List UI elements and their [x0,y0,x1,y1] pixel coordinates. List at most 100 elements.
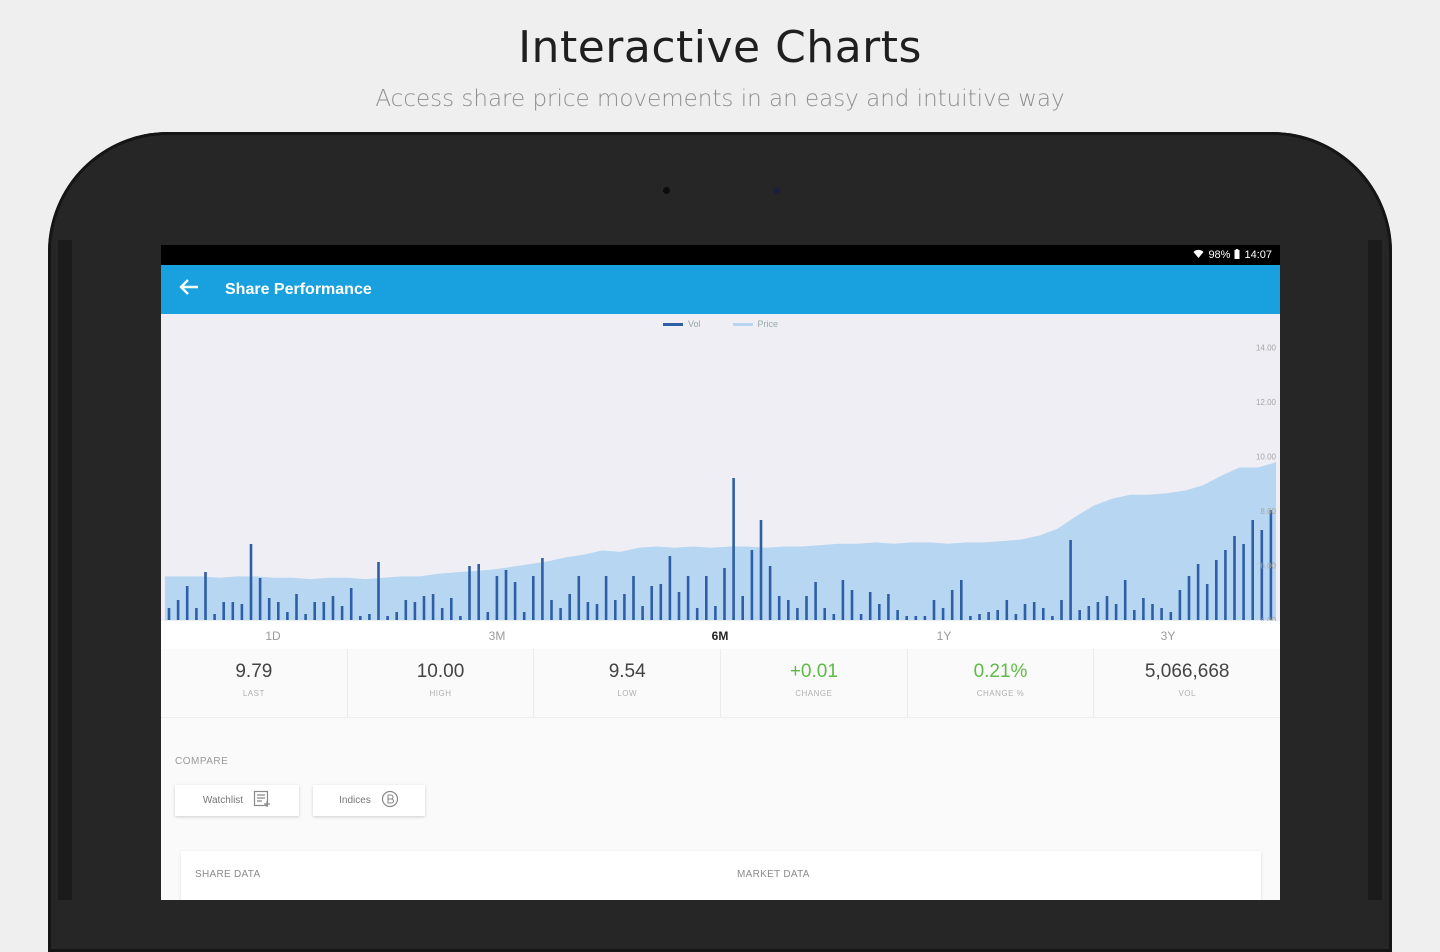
y-tick-label: 4.00 [1260,616,1276,625]
data-card: SHARE DATA MARKET DATA [181,851,1261,900]
stat-low-value: 9.54 [608,661,646,682]
volume-bar [267,598,271,620]
volume-bar [960,580,963,620]
volume-bar [595,604,599,620]
volume-bar [1242,544,1245,620]
volume-bar [1078,610,1081,620]
share-chart[interactable]: 14.00 12.00 10.00 8.00 6.00 4.00 Vol Price 1D… [161,314,1280,649]
volume-bar [222,602,225,620]
volume-bar [195,608,198,620]
volume-bar [532,576,535,620]
volume-bar [787,600,790,620]
battery-icon [1234,248,1240,262]
y-tick-label: 6.00 [1260,562,1276,571]
volume-bar [677,592,681,620]
app-bar: Share Performance [161,265,1280,314]
volume-bar [950,590,954,620]
volume-bar [504,570,508,620]
volume-bar [768,566,772,620]
volume-bar [941,608,945,620]
stat-change-percent: 0.21% CHANGE % [908,649,1095,717]
volume-bar [513,582,517,620]
volume-bar [377,562,380,620]
volume-bar [313,602,316,620]
stat-high-value: 10.00 [416,661,465,682]
arrow-back-icon [179,279,199,300]
range-3y[interactable]: 3Y [1160,629,1176,643]
volume-bar [923,616,927,620]
volume-bar [1178,590,1182,620]
volume-bar [695,608,699,620]
volume-bar [568,594,571,620]
stat-volume-value: 5,066,668 [1144,661,1230,682]
volume-bar [1133,610,1136,620]
watchlist-button[interactable]: Watchlist [175,785,299,816]
range-3m[interactable]: 3M [488,629,506,643]
battery-percent: 98% [1208,249,1231,261]
volume-bar [1196,564,1200,620]
y-tick-label: 14.00 [1256,344,1277,353]
front-camera [773,187,780,194]
front-sensor [663,187,670,194]
volume-bar [841,580,845,620]
volume-bar [650,586,653,620]
volume-bar [204,572,207,620]
stat-change-percent-label: CHANGE % [976,689,1025,698]
range-selector: 1D 3M 6M 1Y 3Y [161,621,1280,649]
volume-bar [1205,584,1209,620]
volume-bar [1060,600,1063,620]
volume-bar [969,616,972,620]
volume-bar [1042,608,1045,620]
volume-bar [1087,606,1091,620]
volume-bar [878,604,881,620]
price-area [165,462,1276,620]
volume-bar [240,604,244,620]
volume-bar [258,578,262,620]
stats-row: 9.79 LAST 10.00 HIGH 9.54 LOW +0.01 CHAN… [161,649,1280,718]
volume-bar [777,596,781,620]
volume-bar [905,616,908,620]
volume-bar [231,602,235,620]
stat-last: 9.79 LAST [161,649,348,717]
volume-bar [732,478,735,620]
stat-change: +0.01 CHANGE [721,649,908,717]
legend-label-price: Price [757,319,779,329]
volume-bar [741,596,744,620]
indices-button[interactable]: Indices [313,785,425,816]
volume-bar [1096,602,1100,620]
volume-bar [349,588,353,620]
legend-swatch-vol [662,322,683,326]
volume-bar [1142,598,1145,620]
y-tick-label: 10.00 [1256,453,1277,462]
volume-bar [185,586,189,620]
share-data-heading: SHARE DATA [195,869,261,880]
volume-bar [450,598,453,620]
volume-bar [522,612,526,620]
volume-bar [832,614,836,620]
stat-volume: 5,066,668 VOL [1094,649,1280,717]
volume-bar [978,614,981,620]
y-tick-label: 12.00 [1256,398,1277,407]
stat-change-value: +0.01 [789,661,838,682]
volume-bar [559,608,562,620]
volume-bar [1187,576,1191,620]
compare-section: COMPARE Watchlist Indices SHARE DATA MAR… [161,718,1280,900]
volume-bar [586,602,590,620]
volume-bar [395,612,398,620]
volume-bar [486,612,490,620]
range-1d[interactable]: 1D [265,629,281,643]
back-button[interactable] [161,265,217,314]
volume-bar [896,610,899,620]
range-1y[interactable]: 1Y [936,629,952,643]
volume-bar [1251,520,1254,620]
volume-bar [714,606,717,620]
volume-bar [1224,550,1227,620]
volume-bar [868,592,872,620]
page-title: Share Performance [225,280,372,298]
volume-bar [659,584,663,620]
volume-bar [759,520,763,620]
watchlist-label: Watchlist [202,795,244,806]
range-6m[interactable]: 6M [711,629,729,643]
volume-bar [686,576,690,620]
stat-volume-label: VOL [1178,689,1196,698]
